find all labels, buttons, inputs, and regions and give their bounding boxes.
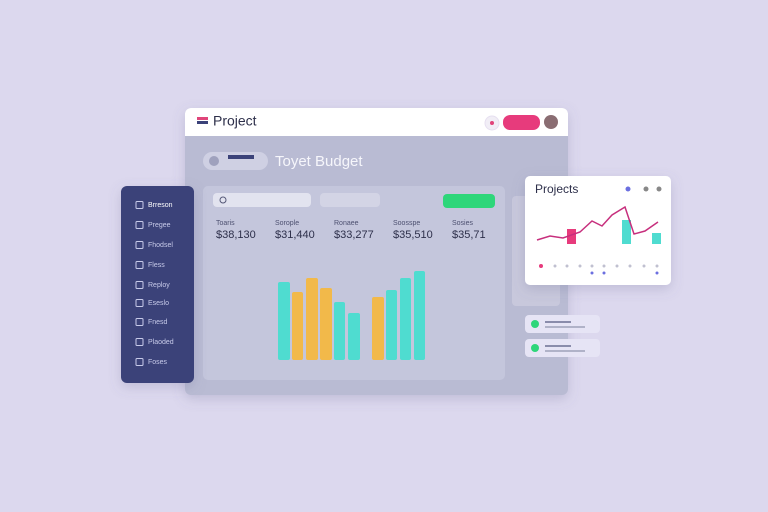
header-bar: [185, 108, 568, 136]
sidebar-menu: Brreson Pregee Fhodsel Fless Reploy Eseslo Fne…: [135, 201, 174, 366]
notification[interactable]: [525, 339, 600, 357]
menu-icon: [135, 221, 144, 229]
menu-icon: [135, 281, 144, 289]
menu-icon: [135, 261, 144, 269]
menu-icon: [135, 338, 144, 346]
bar: [334, 302, 345, 360]
stat-value: $33,277: [334, 229, 374, 241]
menu-item[interactable]: Brreson: [148, 202, 173, 209]
notification-text: [545, 321, 571, 323]
avatar[interactable]: [544, 115, 558, 129]
card-bar: [622, 220, 631, 244]
bar: [320, 288, 332, 360]
card-icon[interactable]: [625, 186, 631, 192]
toggle-label: [228, 155, 254, 159]
stat-label: Ronaee: [334, 220, 359, 227]
menu-item[interactable]: Fnesd: [148, 319, 168, 326]
notification-icon: [531, 320, 539, 328]
stat-label: Toaris: [216, 220, 235, 227]
stat-label: Soosspe: [393, 220, 420, 227]
menu-item[interactable]: Plaoded: [148, 339, 174, 346]
stats-row: Toaris $38,130 Sorople $31,440 Ronaee $33,277…: [216, 220, 486, 241]
menu-item[interactable]: Fless: [148, 262, 165, 269]
search-box[interactable]: [213, 193, 311, 207]
menu-icon: [135, 201, 144, 209]
bar: [306, 278, 318, 360]
bar-chart: [278, 271, 425, 360]
menu-item[interactable]: Eseslo: [148, 300, 169, 307]
logo: [197, 117, 208, 120]
projects-title: Projects: [535, 182, 578, 196]
header-title: Project: [213, 113, 257, 129]
menu-item[interactable]: Pregee: [148, 222, 171, 229]
menu-icon: [135, 299, 144, 307]
sidebar: [121, 186, 194, 383]
notification-text: [545, 326, 585, 328]
menu-item[interactable]: Fhodsel: [148, 242, 173, 249]
logo: [197, 121, 208, 124]
stat-value: $35,510: [393, 229, 433, 241]
notification[interactable]: [525, 315, 600, 333]
notification-icon: [531, 344, 539, 352]
stat-value: $38,130: [216, 229, 256, 241]
stat-label: Sosies: [452, 220, 474, 227]
stat-value: $31,440: [275, 229, 315, 241]
card-bar: [652, 233, 661, 244]
filter-pill[interactable]: [320, 193, 380, 207]
projects-card: [525, 176, 671, 285]
budget-title: Toyet Budget: [275, 153, 363, 170]
card-axis: [539, 264, 659, 275]
menu-icon: [135, 318, 144, 326]
bar: [372, 297, 384, 360]
card-bar: [567, 229, 576, 244]
bar: [348, 313, 360, 360]
primary-button[interactable]: [503, 115, 540, 130]
menu-item[interactable]: Reploy: [148, 282, 170, 289]
notification-text: [545, 345, 571, 347]
menu-item[interactable]: Foses: [148, 359, 168, 366]
toggle-knob: [209, 156, 219, 166]
bar: [386, 290, 397, 360]
bar: [278, 282, 290, 360]
menu-icon: [135, 358, 144, 366]
notification-text: [545, 350, 585, 352]
bar: [400, 278, 411, 360]
stat-label: Sorople: [275, 220, 299, 227]
notification-dot: [490, 121, 494, 125]
menu-icon: [135, 241, 144, 249]
card-icon[interactable]: [656, 186, 662, 192]
add-button[interactable]: [443, 194, 495, 208]
search-icon: [219, 196, 227, 204]
bar: [414, 271, 425, 360]
bar: [292, 292, 303, 360]
card-line: [536, 205, 659, 241]
card-icon[interactable]: [643, 186, 649, 192]
stat-value: $35,71: [452, 229, 486, 241]
